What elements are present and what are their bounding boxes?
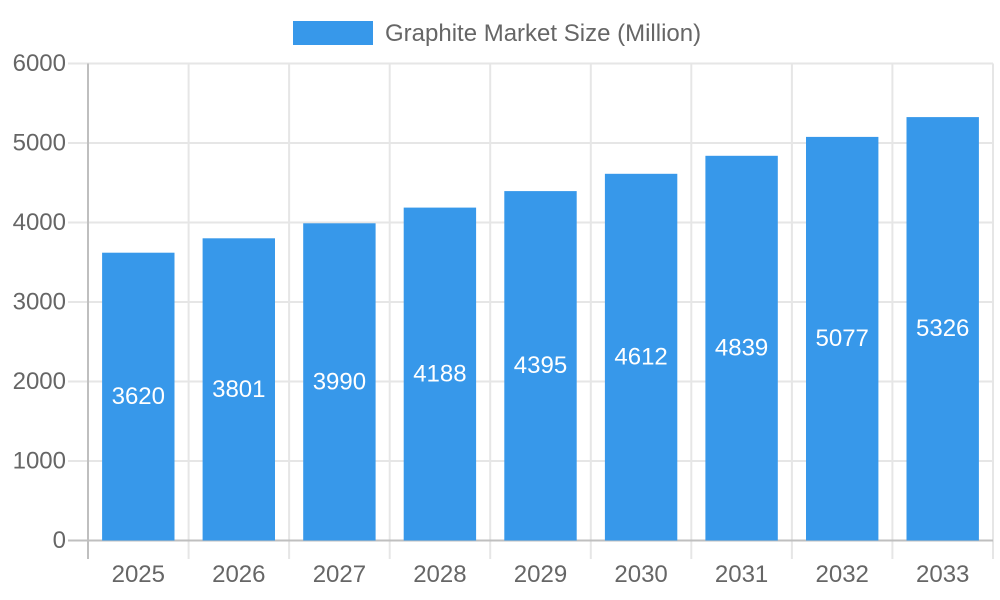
svg-text:3000: 3000 — [13, 289, 66, 316]
svg-text:2033: 2033 — [916, 561, 969, 588]
svg-text:3801: 3801 — [212, 376, 265, 403]
svg-text:2031: 2031 — [715, 561, 768, 588]
svg-text:2026: 2026 — [212, 561, 265, 588]
svg-text:1000: 1000 — [13, 448, 66, 475]
svg-text:4000: 4000 — [13, 209, 66, 236]
svg-text:4395: 4395 — [514, 352, 567, 379]
svg-text:2032: 2032 — [816, 561, 869, 588]
svg-text:2029: 2029 — [514, 561, 567, 588]
svg-text:0: 0 — [53, 527, 66, 554]
svg-text:5000: 5000 — [13, 130, 66, 157]
svg-text:2028: 2028 — [413, 561, 466, 588]
svg-text:3990: 3990 — [313, 368, 366, 395]
svg-text:2000: 2000 — [13, 368, 66, 395]
svg-text:2027: 2027 — [313, 561, 366, 588]
svg-text:5077: 5077 — [816, 325, 869, 352]
svg-text:2025: 2025 — [112, 561, 165, 588]
svg-text:2030: 2030 — [614, 561, 667, 588]
svg-text:6000: 6000 — [13, 50, 66, 77]
svg-text:4188: 4188 — [413, 360, 466, 387]
svg-text:Graphite Market Size (Million): Graphite Market Size (Million) — [385, 20, 701, 47]
svg-text:4839: 4839 — [715, 335, 768, 362]
svg-text:4612: 4612 — [614, 344, 667, 371]
svg-text:5326: 5326 — [916, 315, 969, 342]
svg-text:3620: 3620 — [112, 383, 165, 410]
